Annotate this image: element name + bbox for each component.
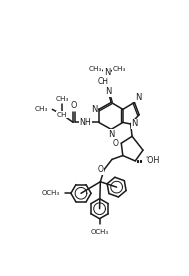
Text: CH: CH [97, 77, 108, 86]
Text: NH: NH [80, 118, 91, 127]
Text: N: N [108, 130, 114, 139]
Text: CH₃: CH₃ [113, 66, 126, 72]
Text: N: N [91, 105, 97, 114]
Text: N: N [131, 120, 138, 129]
Text: N: N [104, 68, 111, 77]
Text: OCH₃: OCH₃ [41, 190, 59, 196]
Text: 'OH: 'OH [145, 156, 160, 165]
Text: CH₃: CH₃ [35, 106, 48, 112]
Text: CH: CH [57, 112, 68, 118]
Text: OCH₃: OCH₃ [91, 229, 109, 235]
Text: CH₃: CH₃ [88, 66, 102, 72]
Text: O: O [113, 139, 119, 148]
Text: O: O [98, 165, 103, 174]
Text: N: N [105, 87, 111, 96]
Text: CH₃: CH₃ [56, 96, 69, 102]
Text: N: N [135, 93, 142, 102]
Text: O: O [70, 101, 76, 110]
